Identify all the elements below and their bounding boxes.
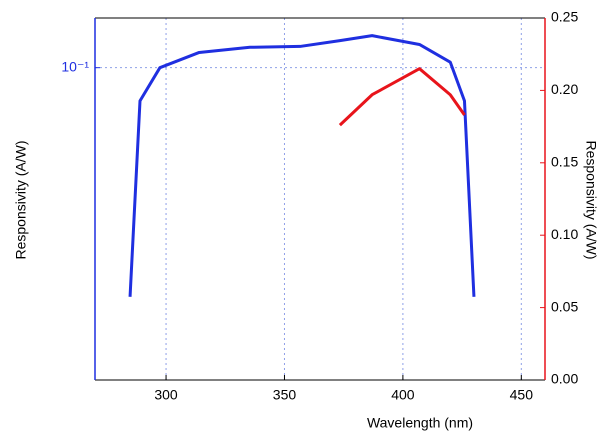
y2-axis-label: Responsivity (A/W) xyxy=(583,140,599,259)
series-line xyxy=(338,67,466,127)
x-tick-label: 300 xyxy=(154,387,178,403)
y2-tick-label: 0.00 xyxy=(551,371,578,387)
y-tick-label: 10⁻¹ xyxy=(61,58,89,74)
y2-tick-label: 0.05 xyxy=(551,298,578,314)
y-axis-label: Responsivity (A/W) xyxy=(13,140,29,259)
x-tick-label: 350 xyxy=(273,387,297,403)
x-tick-label: 450 xyxy=(510,387,534,403)
y2-tick-label: 0.25 xyxy=(551,9,578,25)
y2-tick-label: 0.15 xyxy=(551,154,578,170)
x-tick-label: 400 xyxy=(391,387,415,403)
y2-tick-label: 0.20 xyxy=(551,81,578,97)
x-axis-label: Wavelength (nm) xyxy=(367,415,473,431)
y2-tick-label: 0.10 xyxy=(551,226,578,242)
series-line xyxy=(128,34,476,297)
